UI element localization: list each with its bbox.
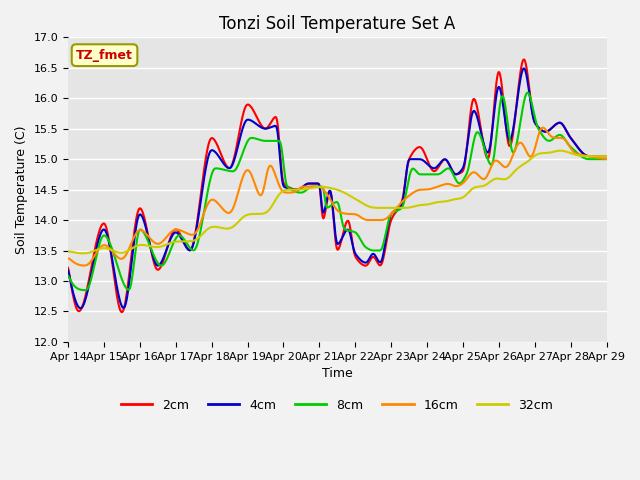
4cm xyxy=(603,153,611,159)
Title: Tonzi Soil Temperature Set A: Tonzi Soil Temperature Set A xyxy=(219,15,456,33)
8cm xyxy=(524,90,532,96)
16cm xyxy=(80,263,88,268)
16cm xyxy=(185,231,193,237)
16cm xyxy=(130,235,138,240)
16cm xyxy=(403,194,411,200)
32cm xyxy=(403,205,411,211)
8cm xyxy=(185,243,193,249)
8cm xyxy=(130,261,138,267)
2cm xyxy=(520,57,528,62)
16cm xyxy=(74,262,82,267)
2cm xyxy=(130,232,138,238)
Line: 8cm: 8cm xyxy=(68,93,607,290)
32cm xyxy=(556,148,564,154)
8cm xyxy=(419,171,427,177)
8cm xyxy=(603,156,611,162)
Line: 32cm: 32cm xyxy=(68,151,607,253)
32cm xyxy=(130,244,138,250)
X-axis label: Time: Time xyxy=(322,367,353,380)
Line: 2cm: 2cm xyxy=(68,60,607,312)
2cm xyxy=(403,164,411,170)
2cm xyxy=(74,308,82,313)
8cm xyxy=(74,286,82,291)
4cm xyxy=(74,303,82,309)
32cm xyxy=(185,239,193,244)
2cm xyxy=(213,142,221,147)
Y-axis label: Soil Temperature (C): Soil Temperature (C) xyxy=(15,125,28,254)
2cm xyxy=(64,265,72,271)
32cm xyxy=(603,153,611,159)
32cm xyxy=(419,202,427,208)
16cm xyxy=(539,125,547,131)
32cm xyxy=(79,251,87,256)
8cm xyxy=(64,273,72,278)
Text: TZ_fmet: TZ_fmet xyxy=(76,48,133,61)
Legend: 2cm, 4cm, 8cm, 16cm, 32cm: 2cm, 4cm, 8cm, 16cm, 32cm xyxy=(116,394,558,417)
32cm xyxy=(74,250,82,256)
32cm xyxy=(213,224,221,230)
2cm xyxy=(185,247,193,252)
Line: 16cm: 16cm xyxy=(68,128,607,265)
16cm xyxy=(213,200,221,205)
8cm xyxy=(213,166,221,171)
16cm xyxy=(603,156,611,162)
16cm xyxy=(64,255,72,261)
4cm xyxy=(77,305,84,311)
4cm xyxy=(64,268,72,274)
Line: 4cm: 4cm xyxy=(68,69,607,308)
4cm xyxy=(520,66,528,72)
4cm xyxy=(213,151,221,157)
4cm xyxy=(130,240,138,246)
8cm xyxy=(81,287,88,293)
4cm xyxy=(185,247,193,253)
32cm xyxy=(64,249,72,254)
2cm xyxy=(603,153,611,159)
16cm xyxy=(419,187,427,192)
4cm xyxy=(403,164,411,169)
4cm xyxy=(419,157,427,163)
2cm xyxy=(118,309,126,315)
8cm xyxy=(403,184,411,190)
2cm xyxy=(419,147,427,153)
